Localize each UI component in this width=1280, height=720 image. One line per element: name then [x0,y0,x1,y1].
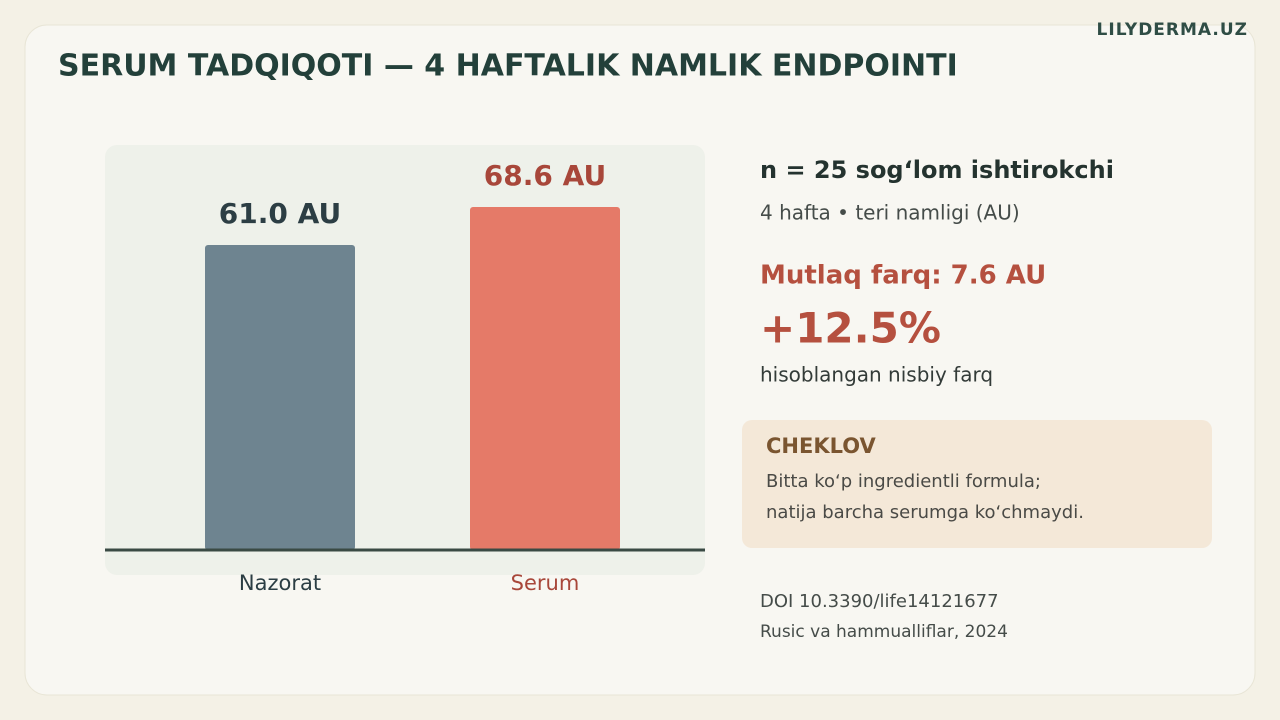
callout-box [742,420,1212,548]
bar [470,207,620,550]
callout-line: natija barcha serumga koʻchmaydi. [766,502,1084,523]
x-tick-label: Serum [511,571,580,595]
plot: 61.0 AU Nazorat 68.6 AU Serum [205,159,620,595]
sample-size: n = 25 sog‘lom ishtirokchi [760,156,1114,184]
absolute-difference: Mutlaq farq: 7.6 AU [760,261,1046,291]
authors: Rusic va hammualliflar, 2024 [760,622,1008,642]
slide-title: SERUM TADQIQOTI — 4 HAFTALIK NAMLIK ENDP… [58,49,958,84]
callout-line: Bitta koʻp ingredientli formula; [766,471,1041,492]
relative-note: hisoblangan nisbiy farq [760,363,993,387]
callout-title: CHEKLOV [766,434,877,458]
relative-difference: +12.5% [760,304,941,353]
design: 4 hafta • teri namligi (AU) [760,201,1020,225]
x-tick-label: Nazorat [239,571,321,595]
bar [205,245,355,550]
doi: DOI 10.3390/life14121677 [760,591,999,612]
value-label: 61.0 AU [219,197,341,230]
brand: LILYDERMA.UZ [1097,20,1248,40]
value-label: 68.6 AU [484,159,606,192]
